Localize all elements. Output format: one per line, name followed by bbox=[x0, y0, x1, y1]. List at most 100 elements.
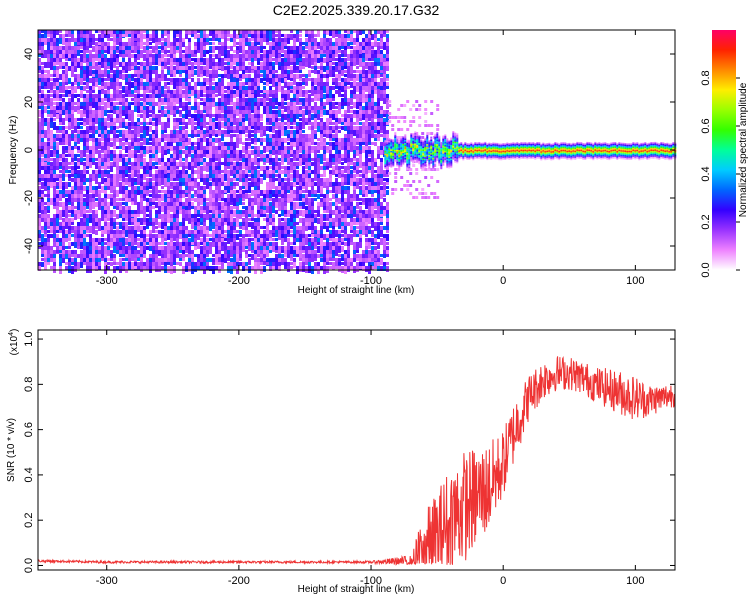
spectrogram-cell bbox=[101, 258, 104, 261]
spectrogram-cell bbox=[185, 210, 188, 214]
spectrogram-cell bbox=[191, 150, 194, 153]
spectrogram-cell bbox=[50, 42, 53, 47]
spectrogram-cell bbox=[155, 142, 158, 148]
spectrogram-cell bbox=[179, 86, 182, 91]
spectrogram-cell bbox=[161, 262, 164, 265]
spectrogram-cell bbox=[89, 258, 92, 263]
spectrogram-cell bbox=[56, 94, 59, 101]
spectrogram-cell bbox=[62, 62, 65, 68]
spectrogram-cell bbox=[80, 34, 83, 37]
spectrogram-cell bbox=[248, 206, 251, 213]
spectrogram-cell bbox=[209, 158, 212, 165]
spectrogram-cell bbox=[83, 74, 86, 79]
spectrogram-cell bbox=[173, 174, 176, 181]
spectrogram-cell bbox=[53, 42, 56, 48]
spectrogram-cell bbox=[110, 178, 113, 185]
spectrogram-cell bbox=[251, 214, 254, 221]
spectrogram-cell bbox=[254, 162, 257, 165]
spectrogram-cell bbox=[155, 250, 158, 256]
spectrogram-cell bbox=[281, 194, 284, 199]
spectrogram-cell bbox=[44, 38, 47, 45]
spectrogram-cell bbox=[329, 102, 332, 106]
spectrogram-cell bbox=[272, 98, 275, 105]
spectrogram-cell bbox=[101, 234, 104, 237]
spectrogram-cell bbox=[284, 262, 287, 269]
spectrogram-cell bbox=[236, 66, 239, 71]
spectrogram-cell bbox=[68, 138, 71, 145]
spectrogram-cell bbox=[323, 146, 326, 153]
spectrogram-cell bbox=[242, 186, 245, 189]
spectrogram-cell bbox=[290, 70, 293, 77]
spectrogram-cell bbox=[236, 154, 239, 162]
spectrogram-cell bbox=[215, 246, 218, 253]
spectrogram-cell bbox=[254, 94, 257, 99]
spectrogram-cell bbox=[212, 238, 215, 244]
spectrogram-cell bbox=[86, 66, 89, 74]
spectrogram-cell bbox=[215, 74, 218, 78]
spectrogram-cell bbox=[275, 202, 278, 208]
spectrogram-cell bbox=[245, 262, 248, 269]
spectrogram-cell bbox=[308, 254, 311, 259]
spectrogram-cell bbox=[302, 130, 305, 133]
spectrogram-cell bbox=[53, 158, 56, 166]
spectrogram-cell bbox=[245, 130, 248, 133]
spectrogram-cell bbox=[296, 254, 299, 257]
spectrogram-cell bbox=[218, 190, 221, 198]
spectrogram-cell bbox=[38, 182, 41, 185]
spectrogram-cell bbox=[248, 106, 251, 113]
spectrogram-cell bbox=[248, 102, 251, 106]
spectrogram-cell bbox=[89, 102, 92, 108]
spectrogram-cell bbox=[119, 234, 122, 240]
spectrogram-cell bbox=[200, 42, 203, 50]
spectrogram-cell bbox=[140, 42, 143, 49]
spectrogram-cell bbox=[131, 230, 134, 234]
spectrogram-cell bbox=[287, 162, 290, 165]
spectrogram-cell bbox=[239, 238, 242, 245]
spectrogram-cell bbox=[44, 98, 47, 103]
spectrogram-cell bbox=[251, 90, 254, 93]
spectrogram-cell bbox=[302, 170, 305, 174]
spectrogram-cell bbox=[242, 154, 245, 161]
spectrogram-cell bbox=[236, 210, 239, 215]
spectrogram-cell bbox=[299, 154, 302, 159]
spectrogram-cell bbox=[209, 234, 212, 237]
spectrogram-cell bbox=[56, 206, 59, 210]
spectrogram-cell bbox=[176, 250, 179, 257]
spectrogram-cell bbox=[272, 130, 275, 133]
spectrogram-cell bbox=[251, 218, 254, 221]
spectrogram-cell bbox=[131, 126, 134, 129]
spectrogram-cell bbox=[95, 138, 98, 144]
spectrogram-cell bbox=[284, 266, 287, 269]
spectrogram-cell bbox=[122, 86, 125, 91]
spectrogram-cell bbox=[290, 126, 293, 129]
spectrogram-cell bbox=[272, 114, 275, 119]
spectrogram-cell bbox=[245, 230, 248, 234]
spectrogram-cell bbox=[209, 66, 212, 69]
spectrogram-cell bbox=[131, 66, 134, 69]
spectrogram-cell bbox=[296, 146, 299, 150]
spectrogram-cell bbox=[116, 94, 119, 101]
spectrogram-cell bbox=[47, 142, 50, 147]
spectrogram-cell bbox=[320, 246, 323, 250]
spectrogram-cell bbox=[218, 90, 221, 96]
spectrogram-cell bbox=[251, 254, 254, 260]
spectrogram-cell bbox=[200, 122, 203, 126]
spectrogram-cell bbox=[230, 90, 233, 95]
spectrogram-cell bbox=[167, 42, 170, 48]
spectrogram-cell bbox=[185, 94, 188, 100]
spectrogram-cell bbox=[86, 146, 89, 151]
spectrogram-cell bbox=[107, 82, 110, 87]
spectrogram-cell bbox=[308, 206, 311, 213]
spectrogram-cell bbox=[221, 86, 224, 91]
spectrogram-cell bbox=[59, 226, 62, 233]
spectrogram-cell bbox=[290, 58, 293, 65]
spectrogram-cell bbox=[59, 98, 62, 101]
spectrogram-cell bbox=[74, 194, 77, 200]
spectrogram-cell bbox=[206, 174, 209, 178]
spectrogram-cell bbox=[287, 134, 290, 138]
spectrogram-cell bbox=[95, 162, 98, 169]
spectrogram-cell bbox=[215, 126, 218, 129]
spectrogram-cell bbox=[329, 130, 332, 136]
spectrogram-cell bbox=[56, 182, 59, 189]
spectrogram-cell bbox=[74, 190, 77, 194]
